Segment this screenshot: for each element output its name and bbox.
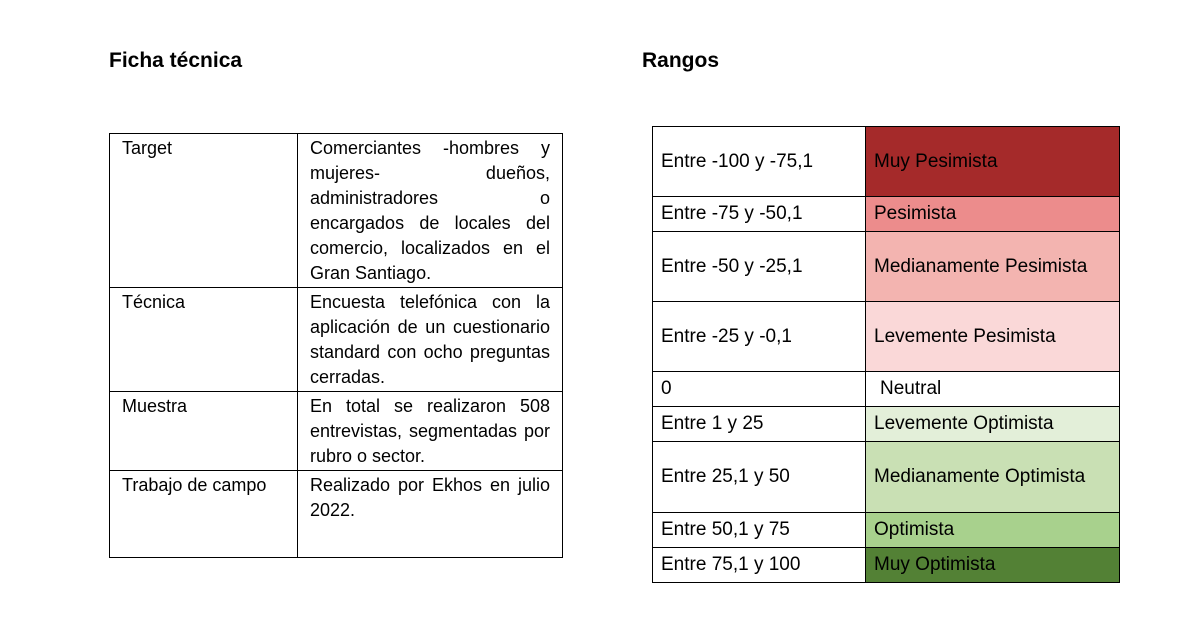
range-value: Entre 50,1 y 75 <box>652 512 866 548</box>
ficha-tecnica-title: Ficha técnica <box>109 49 243 72</box>
row-value: Encuesta telefónica con la aplicación de… <box>297 287 563 392</box>
range-row: 0 Neutral <box>652 371 1120 407</box>
range-label: Levemente Optimista <box>865 406 1120 442</box>
range-row: Entre -75 y -50,1 Pesimista <box>652 196 1120 232</box>
range-label: Muy Optimista <box>865 547 1120 583</box>
rangos-table: Entre -100 y -75,1 Muy Pesimista Entre -… <box>652 126 1120 583</box>
range-row: Entre -25 y -0,1 Levemente Pesimista <box>652 301 1120 372</box>
table-row: Target Comerciantes -hombres y mujeres- … <box>109 133 563 288</box>
rangos-title: Rangos <box>642 49 720 72</box>
row-value: Realizado por Ekhos en julio 2022. <box>297 470 563 558</box>
range-value: Entre -75 y -50,1 <box>652 196 866 232</box>
row-label: Técnica <box>109 287 298 392</box>
row-label: Trabajo de campo <box>109 470 298 558</box>
range-label: Levemente Pesimista <box>865 301 1120 372</box>
row-value: Comerciantes -hombres y mujeres- dueños,… <box>297 133 563 288</box>
row-label: Muestra <box>109 391 298 471</box>
range-label: Medianamente Pesimista <box>865 231 1120 302</box>
ficha-tecnica-table: Target Comerciantes -hombres y mujeres- … <box>109 133 563 558</box>
range-value: Entre -50 y -25,1 <box>652 231 866 302</box>
range-row: Entre -100 y -75,1 Muy Pesimista <box>652 126 1120 197</box>
range-value: Entre -100 y -75,1 <box>652 126 866 197</box>
range-row: Entre 1 y 25 Levemente Optimista <box>652 406 1120 442</box>
range-value: Entre -25 y -0,1 <box>652 301 866 372</box>
range-label: Medianamente Optimista <box>865 441 1120 513</box>
row-label: Target <box>109 133 298 288</box>
table-row: Trabajo de campo Realizado por Ekhos en … <box>109 470 563 558</box>
range-row: Entre 75,1 y 100 Muy Optimista <box>652 547 1120 583</box>
range-label: Neutral <box>865 371 1120 407</box>
range-value: 0 <box>652 371 866 407</box>
table-row: Muestra En total se realizaron 508 entre… <box>109 391 563 471</box>
range-value: Entre 25,1 y 50 <box>652 441 866 513</box>
range-row: Entre -50 y -25,1 Medianamente Pesimista <box>652 231 1120 302</box>
range-label: Optimista <box>865 512 1120 548</box>
row-value: En total se realizaron 508 entrevistas, … <box>297 391 563 471</box>
table-row: Técnica Encuesta telefónica con la aplic… <box>109 287 563 392</box>
range-label: Muy Pesimista <box>865 126 1120 197</box>
range-row: Entre 50,1 y 75 Optimista <box>652 512 1120 548</box>
range-value: Entre 75,1 y 100 <box>652 547 866 583</box>
range-value: Entre 1 y 25 <box>652 406 866 442</box>
range-row: Entre 25,1 y 50 Medianamente Optimista <box>652 441 1120 513</box>
range-label: Pesimista <box>865 196 1120 232</box>
